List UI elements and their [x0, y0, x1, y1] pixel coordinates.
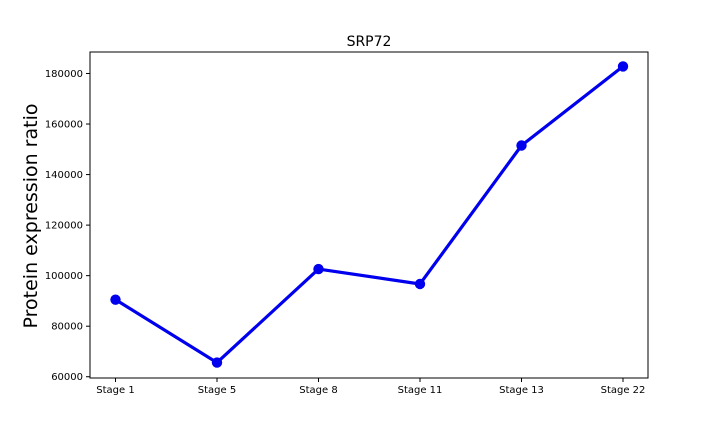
x-tick-label: Stage 1: [96, 385, 134, 396]
chart-title: SRP72: [347, 34, 392, 50]
x-tick-label: Stage 13: [499, 385, 544, 396]
x-tick-label: Stage 8: [299, 385, 337, 396]
y-tick-label: 140000: [45, 170, 83, 181]
y-tick-label: 120000: [45, 221, 83, 232]
series-line: [113, 64, 625, 365]
y-tick-label: 160000: [45, 120, 83, 131]
data-point: [211, 357, 223, 368]
data-point: [516, 140, 527, 151]
data-point: [414, 278, 426, 290]
data-point: [110, 294, 121, 305]
data-point: [313, 263, 324, 275]
x-tick-label: Stage 22: [601, 385, 646, 396]
y-tick-label: 80000: [51, 322, 83, 333]
x-tick-label: Stage 11: [398, 385, 443, 396]
x-tick-label: Stage 5: [198, 385, 236, 396]
plot-area: 60000 80000 100000 120000 140000 160000 180000…: [45, 51, 649, 396]
y-tick-label: 180000: [45, 69, 83, 80]
plot-frame: [89, 51, 649, 379]
y-axis-label: Protein expression ratio: [20, 104, 42, 329]
y-tick-label: 60000: [51, 372, 83, 383]
data-point: [617, 61, 629, 72]
y-tick-label: 100000: [45, 271, 83, 282]
